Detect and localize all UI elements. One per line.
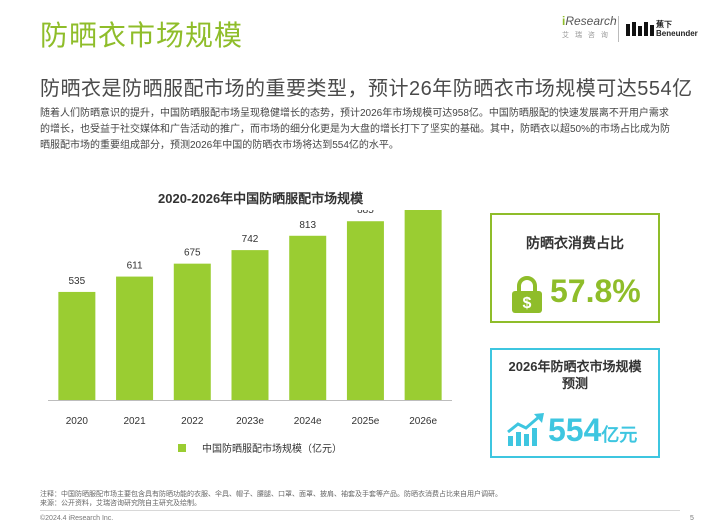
x-tick-label-2025e: 2025e <box>352 416 380 427</box>
footnotes: 注释：中国防晒服配市场主要包含具有防晒功能的衣服、伞具、帽子、腰腿、口罩、面罩、… <box>40 490 680 508</box>
value-labels-layer: 535611675742813885958 <box>69 210 375 287</box>
beneunder-mark-icon <box>626 22 654 36</box>
x-tick-label-2026e: 2026e <box>409 416 437 427</box>
bar-value-label-2021: 611 <box>127 261 143 272</box>
chart-title: 2020-2026年中国防晒服配市场规模 <box>158 191 364 206</box>
bar-2020 <box>58 291 96 400</box>
bar-chart: 535611675742813885958 2020202120222023e2… <box>48 210 452 455</box>
intro-paragraph: 随着人们防晒意识的提升，中国防晒服配市场呈现稳健增长的态势，预计2026年市场规… <box>40 108 671 151</box>
logo-divider <box>618 16 619 42</box>
bar-2021 <box>116 276 154 400</box>
market-size-forecast-label-line2: 预测 <box>561 376 588 391</box>
bar-value-label-2025e: 885 <box>357 210 374 216</box>
iresearch-logo: iResearch 艾 瑞 咨 询 <box>562 14 617 44</box>
iresearch-logo-i: i <box>562 14 566 28</box>
page-title: 防晒衣市场规模 <box>40 20 244 51</box>
bar-value-label-2024e: 813 <box>299 220 316 231</box>
bar-value-label-2022: 675 <box>184 248 201 259</box>
bar-value-label-2023e: 742 <box>242 234 259 245</box>
bar-2022 <box>173 263 211 400</box>
x-tick-labels-layer: 2020 2021 2022 2023e 2024e 2025e 2026e <box>66 416 438 427</box>
beneunder-logo: 蕉下 Beneunder <box>626 16 698 44</box>
market-size-forecast-label-line1: 2026年防晒衣市场规模 <box>508 359 642 374</box>
x-tick-label-2021: 2021 <box>123 416 146 427</box>
bar-2024e <box>289 235 327 400</box>
page-subtitle: 防晒衣是防晒服配市场的重要类型，预计26年防晒衣市场规模可达554亿 <box>40 78 693 100</box>
bar-2025e <box>346 221 384 400</box>
copyright: ©2024.4 iResearch Inc. <box>40 515 114 522</box>
chart-legend: 中国防晒服配市场规模（亿元） <box>178 442 342 455</box>
x-tick-label-2024e: 2024e <box>294 416 322 427</box>
iresearch-logo-sub: 艾 瑞 咨 询 <box>562 32 610 39</box>
bar-2026e <box>404 210 442 400</box>
footer-divider <box>40 510 680 511</box>
consumption-share-card: 防晒衣消费占比 $ 57.8% <box>490 213 660 323</box>
legend-label: 中国防晒服配市场规模（亿元） <box>202 442 342 455</box>
consumption-share-value: 57.8% <box>550 273 641 309</box>
consumption-share-label: 防晒衣消费占比 <box>526 235 624 251</box>
bar-value-label-2020: 535 <box>69 276 86 287</box>
bar-2023e <box>231 250 269 400</box>
growth-trend-icon <box>507 413 544 446</box>
beneunder-logo-cn: 蕉下 <box>656 20 672 29</box>
bars-layer <box>58 210 442 400</box>
market-size-forecast-label: 2026年防晒衣市场规模 预测 <box>492 358 658 392</box>
market-size-forecast-card: 2026年防晒衣市场规模 预测 554亿元 <box>490 348 660 458</box>
market-size-forecast-number: 554 <box>548 412 602 448</box>
x-tick-label-2023e: 2023e <box>236 416 264 427</box>
footnote-note: 注释：中国防晒服配市场主要包含具有防晒功能的衣服、伞具、帽子、腰腿、口罩、面罩、… <box>40 491 502 498</box>
footnote-source: 来源：公开资料，艾瑞咨询研究院自主研究及绘制。 <box>40 500 201 507</box>
x-tick-label-2020: 2020 <box>66 416 89 427</box>
legend-swatch <box>178 444 186 452</box>
market-size-forecast-unit: 亿元 <box>601 425 638 445</box>
beneunder-logo-en: Beneunder <box>656 29 698 38</box>
page-number: 5 <box>690 515 694 522</box>
market-size-forecast-value: 554亿元 <box>548 412 637 449</box>
iresearch-logo-text: Research <box>565 14 617 28</box>
svg-text:$: $ <box>523 295 532 312</box>
lock-dollar-icon: $ <box>512 276 542 313</box>
x-tick-label-2022: 2022 <box>181 416 204 427</box>
